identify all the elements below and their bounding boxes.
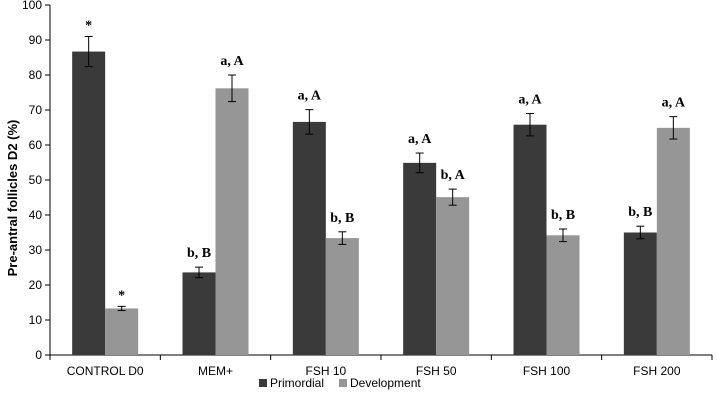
significance-labels: * b, B a, A a, A a, A b, B * a, A b, B b, A b, B a,… — [85, 19, 686, 304]
bar-primordial — [403, 162, 437, 355]
bar-development — [546, 235, 580, 355]
y-tick-label: 100 — [22, 0, 42, 12]
bar-development — [436, 197, 470, 355]
x-tick-label: CONTROL D0 — [67, 364, 144, 378]
legend-swatch-development — [339, 379, 347, 387]
significance-label: a, A — [408, 132, 432, 147]
y-tick-label: 80 — [29, 68, 43, 82]
bar-development — [656, 127, 690, 355]
x-tick-label: FSH 50 — [416, 364, 457, 378]
bar-primordial — [513, 124, 547, 355]
bar-development — [105, 308, 139, 355]
y-tick-label: 60 — [29, 138, 43, 152]
significance-label: * — [85, 19, 92, 34]
y-axis-label: Pre-antral follicles D2 (%) — [5, 120, 20, 277]
bars — [72, 51, 690, 356]
y-tick-label: 40 — [29, 208, 43, 222]
x-tick-label: FSH 10 — [305, 364, 346, 378]
legend-label: Development — [350, 376, 421, 390]
legend-label: Primordial — [270, 376, 324, 390]
y-axis: 0 10 20 30 40 50 60 70 80 90 100 — [22, 0, 51, 362]
significance-label: b, B — [187, 246, 211, 261]
significance-label: a, A — [298, 89, 322, 104]
bar-primordial — [182, 272, 216, 355]
significance-label: b, B — [330, 211, 354, 226]
y-tick-label: 0 — [35, 348, 42, 362]
significance-label: b, B — [628, 205, 652, 220]
significance-label: a, A — [220, 54, 244, 69]
error-bars — [84, 36, 678, 312]
x-tick-label: MEM+ — [198, 364, 233, 378]
legend: Primordial Development — [259, 376, 421, 390]
bar-primordial — [292, 121, 326, 356]
y-tick-label: 90 — [29, 33, 43, 47]
significance-label: a, A — [662, 96, 686, 111]
y-tick-label: 30 — [29, 243, 43, 257]
y-tick-label: 50 — [29, 173, 43, 187]
significance-label: a, A — [518, 93, 542, 108]
bar-primordial — [72, 51, 106, 356]
significance-label: b, B — [551, 208, 575, 223]
x-tick-label: FSH 100 — [523, 364, 571, 378]
y-tick-label: 70 — [29, 103, 43, 117]
legend-swatch-primordial — [259, 379, 267, 387]
bar-development — [325, 238, 359, 355]
x-axis: CONTROL D0 MEM+ FSH 10 FSH 50 FSH 100 FSH 200 — [49, 354, 713, 378]
significance-label: b, A — [441, 168, 466, 183]
y-tick-label: 20 — [29, 278, 43, 292]
bar-primordial — [623, 232, 657, 355]
x-tick-label: FSH 200 — [633, 364, 681, 378]
significance-label: * — [118, 288, 125, 303]
y-tick-label: 10 — [29, 313, 43, 327]
bar-development — [215, 88, 249, 356]
